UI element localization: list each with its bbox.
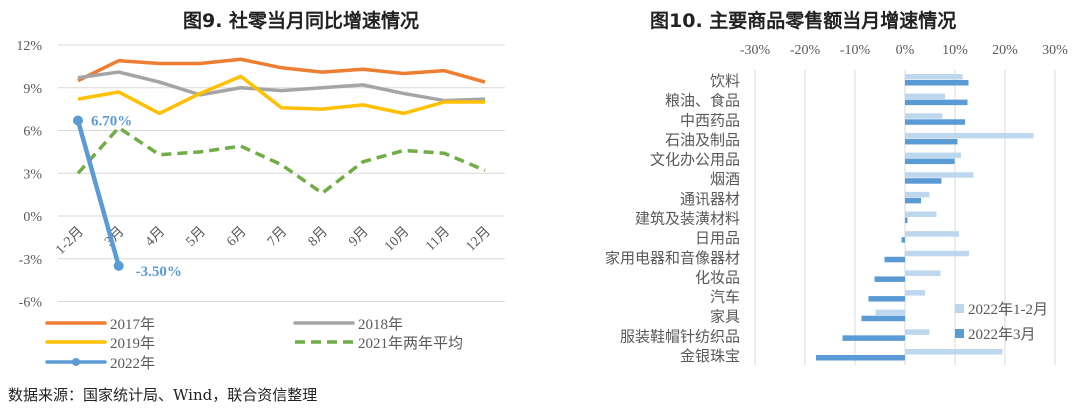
x-tick-label: 6月: [223, 224, 249, 250]
bar-2022年3月: [905, 119, 965, 125]
series-line-2018年: [77, 70, 486, 103]
legend-marker: [72, 358, 80, 366]
bar-2022年1-2月: [905, 113, 943, 119]
series-line-2022年: [75, 119, 121, 267]
series-line-2017年: [77, 57, 486, 84]
bar-2022年1-2月: [905, 231, 959, 237]
x-tick-label: 11月: [422, 224, 453, 255]
y-tick-label: 12%: [16, 39, 42, 54]
category-label: 汽车: [710, 289, 740, 306]
bar-2022年1-2月: [905, 93, 945, 100]
category-label: 中西药品: [680, 112, 740, 129]
x-tick-label: 7月: [264, 224, 290, 250]
bar-2022年3月: [905, 80, 969, 86]
y-tick-label: 9%: [23, 82, 42, 97]
bar-2022年3月: [901, 237, 905, 243]
bar-2022年1-2月: [905, 172, 974, 178]
bar-2022年3月: [905, 197, 921, 204]
x-tick-label: 12月: [463, 224, 494, 255]
category-label: 服装鞋帽针纺织品: [620, 328, 740, 345]
x-tick-label: 8月: [305, 224, 331, 250]
bar-2022年1-2月: [905, 132, 1034, 139]
x-tick-label: 10月: [381, 224, 412, 255]
bar-2022年1-2月: [905, 250, 969, 257]
category-label: 通讯器材: [680, 191, 740, 208]
series-line-2019年: [77, 74, 485, 116]
legend-label: 2021年两年平均: [358, 335, 463, 352]
bar-2022年1-2月: [875, 309, 905, 316]
data-label: -3.50%: [136, 264, 182, 280]
bar-2022年3月: [842, 335, 905, 341]
bar-2022年3月: [868, 296, 905, 302]
data-point: [73, 115, 83, 126]
x-tick-label: 20%: [992, 43, 1018, 58]
category-label: 家具: [710, 309, 740, 326]
x-tick-label: -10%: [840, 43, 871, 58]
x-tick-label: -20%: [790, 43, 821, 58]
bar-2022年3月: [816, 355, 905, 361]
x-tick-label: 5月: [183, 224, 209, 250]
category-label: 文化办公用品: [650, 152, 740, 169]
bar-2022年1-2月: [905, 211, 937, 217]
y-tick-label: 0%: [23, 210, 42, 225]
bar-2022年1-2月: [905, 270, 941, 276]
bar-2022年3月: [861, 315, 905, 322]
bar-2022年3月: [905, 217, 908, 223]
legend-label: 2018年: [358, 316, 403, 333]
legend-label: 2022年: [110, 355, 155, 372]
category-label: 金银珠宝: [680, 348, 740, 365]
bar-2022年1-2月: [905, 152, 961, 159]
category-label: 建筑及装潢材料: [635, 211, 740, 228]
category-label: 粮油、食品: [665, 93, 740, 110]
bar-2022年1-2月: [905, 191, 930, 198]
bar-2022年3月: [905, 178, 942, 184]
legend-label: 2022年3月: [968, 326, 1036, 343]
bar-2022年3月: [884, 256, 905, 263]
bar-2022年3月: [874, 276, 905, 282]
bar-2022年3月: [905, 99, 968, 106]
category-label: 饮料: [710, 73, 740, 90]
legend-swatch: [955, 304, 964, 313]
x-tick-label: 30%: [1042, 43, 1068, 58]
data-point: [113, 260, 124, 271]
right-chart-title: 图10. 主要商品零售额当月增速情况: [650, 10, 957, 32]
bar-2022年3月: [905, 138, 958, 145]
legend-label: 2019年: [110, 335, 155, 352]
bar-2022年1-2月: [905, 290, 925, 296]
x-tick-label: 0%: [896, 43, 915, 58]
bar-2022年3月: [905, 158, 955, 165]
x-tick-label: 1-2月: [52, 224, 86, 258]
category-label: 化妆品: [695, 269, 740, 286]
x-tick-label: 4月: [142, 224, 168, 250]
source-note: 数据来源：国家统计局、Wind，联合资信整理: [8, 386, 318, 404]
category-label: 烟酒: [710, 171, 740, 188]
category-label: 日用品: [695, 230, 740, 247]
left-chart-title: 图9. 社零当月同比增速情况: [183, 10, 420, 32]
x-tick-label: -30%: [740, 43, 771, 58]
y-tick-label: 3%: [23, 167, 42, 182]
category-label: 家用电器和音像器材: [605, 250, 740, 267]
y-tick-label: -3%: [19, 253, 43, 268]
legend-label: 2017年: [110, 316, 155, 333]
category-label: 石油及制品: [665, 132, 740, 149]
bar-2022年1-2月: [905, 349, 1003, 355]
x-tick-label: 9月: [346, 224, 372, 250]
x-tick-label: 10%: [942, 43, 968, 58]
legend-swatch: [955, 329, 964, 338]
data-label: 6.70%: [91, 114, 132, 130]
series-line-2021年两年平均: [76, 125, 486, 195]
y-tick-label: 6%: [23, 125, 42, 140]
bar-2022年1-2月: [905, 329, 930, 335]
bar-2022年1-2月: [905, 74, 963, 80]
legend-label: 2022年1-2月: [968, 301, 1048, 318]
y-tick-label: -6%: [19, 296, 43, 311]
